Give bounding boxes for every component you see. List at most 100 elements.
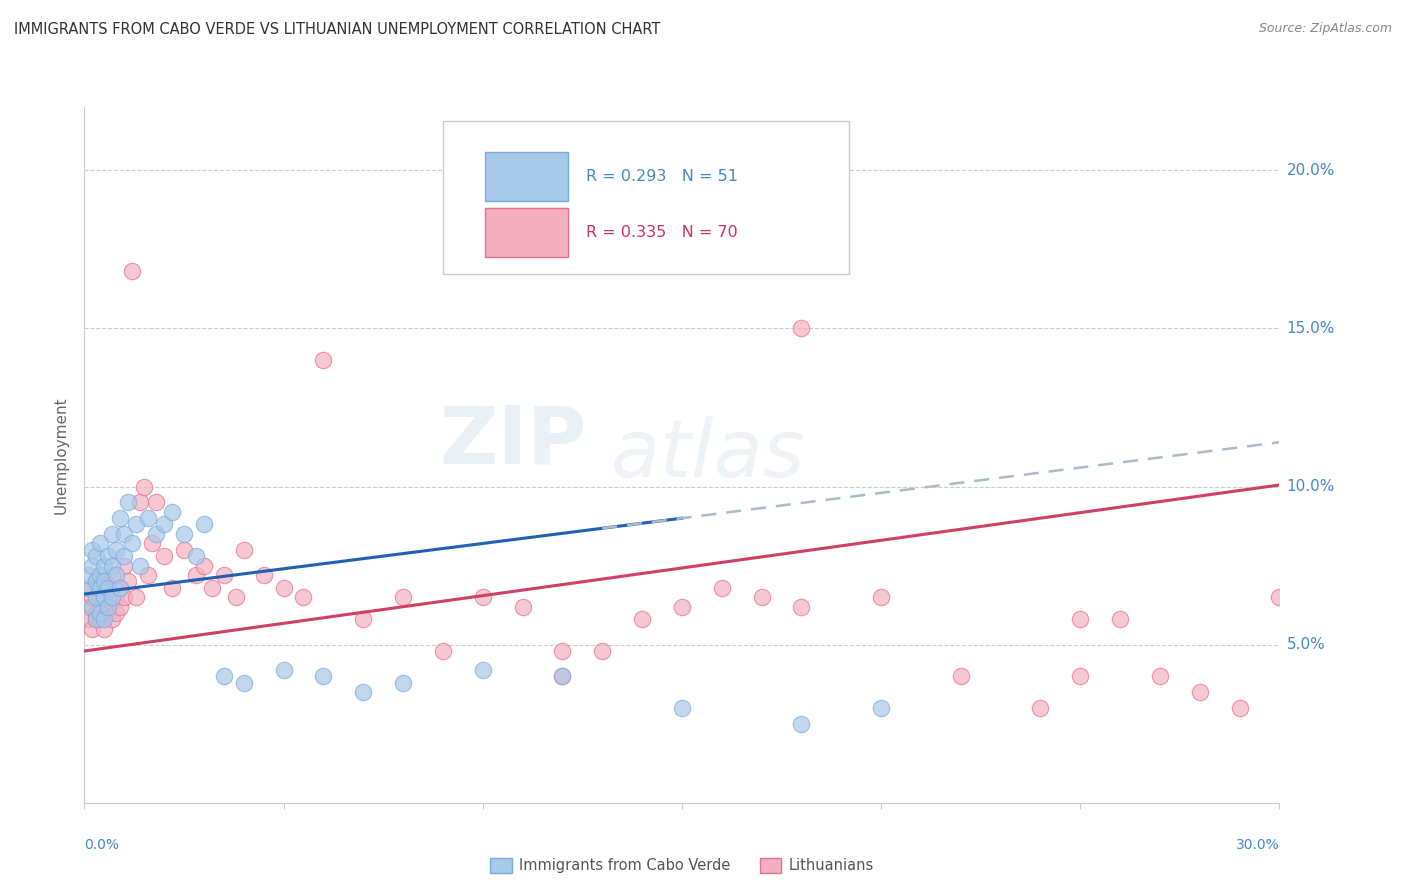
Point <box>671 701 693 715</box>
Point <box>86 574 108 589</box>
Point <box>89 581 111 595</box>
Point <box>97 549 120 563</box>
Point <box>97 581 120 595</box>
Point <box>89 612 111 626</box>
Point <box>253 568 276 582</box>
FancyBboxPatch shape <box>485 208 568 257</box>
Text: atlas: atlas <box>610 416 806 494</box>
Point <box>110 511 132 525</box>
Point <box>512 599 534 614</box>
Point <box>101 591 124 605</box>
Point <box>110 581 132 595</box>
Point <box>121 264 143 278</box>
Point <box>184 549 207 563</box>
Point <box>1268 591 1291 605</box>
Point <box>145 527 167 541</box>
Point <box>132 479 156 493</box>
Point <box>751 591 773 605</box>
Point <box>232 675 254 690</box>
Point <box>591 644 613 658</box>
Point <box>273 663 295 677</box>
Point <box>101 558 124 573</box>
Point <box>117 574 139 589</box>
Point <box>352 612 374 626</box>
Point <box>82 591 104 605</box>
Text: 0.0%: 0.0% <box>84 838 120 853</box>
Point <box>112 558 135 573</box>
Text: 20.0%: 20.0% <box>1286 163 1334 178</box>
Point <box>790 716 813 731</box>
Point <box>86 574 108 589</box>
Point <box>312 669 335 683</box>
Point <box>129 558 152 573</box>
Point <box>631 612 654 626</box>
Point <box>312 353 335 368</box>
Point <box>551 644 574 658</box>
Point <box>1229 701 1251 715</box>
FancyBboxPatch shape <box>485 153 568 201</box>
Point <box>93 574 115 589</box>
Point <box>1029 701 1052 715</box>
Point <box>392 591 415 605</box>
Point <box>97 581 120 595</box>
Point <box>232 542 254 557</box>
Point <box>105 606 128 620</box>
Point <box>949 669 972 683</box>
Point <box>77 599 100 614</box>
Point <box>471 591 494 605</box>
Point <box>1069 612 1091 626</box>
Point <box>77 581 100 595</box>
Text: 10.0%: 10.0% <box>1286 479 1334 494</box>
Text: R = 0.293   N = 51: R = 0.293 N = 51 <box>586 169 738 184</box>
Point <box>173 542 195 557</box>
Point <box>101 527 124 541</box>
Point <box>105 568 128 582</box>
Point <box>432 644 454 658</box>
Point <box>93 591 115 605</box>
Point <box>710 581 733 595</box>
Point <box>212 669 235 683</box>
Point <box>392 675 415 690</box>
Point <box>153 549 176 563</box>
Point <box>110 599 132 614</box>
Point <box>89 599 111 614</box>
Point <box>671 599 693 614</box>
Point <box>117 495 139 509</box>
Text: 15.0%: 15.0% <box>1286 321 1334 336</box>
Point <box>153 517 176 532</box>
Point <box>97 599 120 614</box>
Point <box>86 612 108 626</box>
Point <box>112 527 135 541</box>
Point <box>110 581 132 595</box>
Point <box>136 511 159 525</box>
Point <box>93 612 115 626</box>
Point <box>870 591 893 605</box>
Point <box>790 599 813 614</box>
Point <box>273 581 295 595</box>
Point <box>870 701 893 715</box>
Point <box>82 599 104 614</box>
Point <box>1109 612 1132 626</box>
Point <box>1188 685 1211 699</box>
Point <box>160 505 183 519</box>
Point <box>125 517 148 532</box>
Point <box>125 591 148 605</box>
Text: R = 0.335   N = 70: R = 0.335 N = 70 <box>586 225 738 240</box>
Point <box>86 612 108 626</box>
Point <box>141 536 163 550</box>
Point <box>101 568 124 582</box>
Text: ZIP: ZIP <box>439 402 586 480</box>
Point <box>193 517 215 532</box>
Point <box>97 606 120 620</box>
Point <box>82 622 104 636</box>
Point <box>77 612 100 626</box>
Point <box>121 536 143 550</box>
Point <box>93 558 115 573</box>
Point <box>471 663 494 677</box>
Text: 5.0%: 5.0% <box>1286 637 1326 652</box>
Point <box>82 542 104 557</box>
Point <box>173 527 195 541</box>
Point <box>86 606 108 620</box>
Point <box>82 581 104 595</box>
Point <box>292 591 315 605</box>
